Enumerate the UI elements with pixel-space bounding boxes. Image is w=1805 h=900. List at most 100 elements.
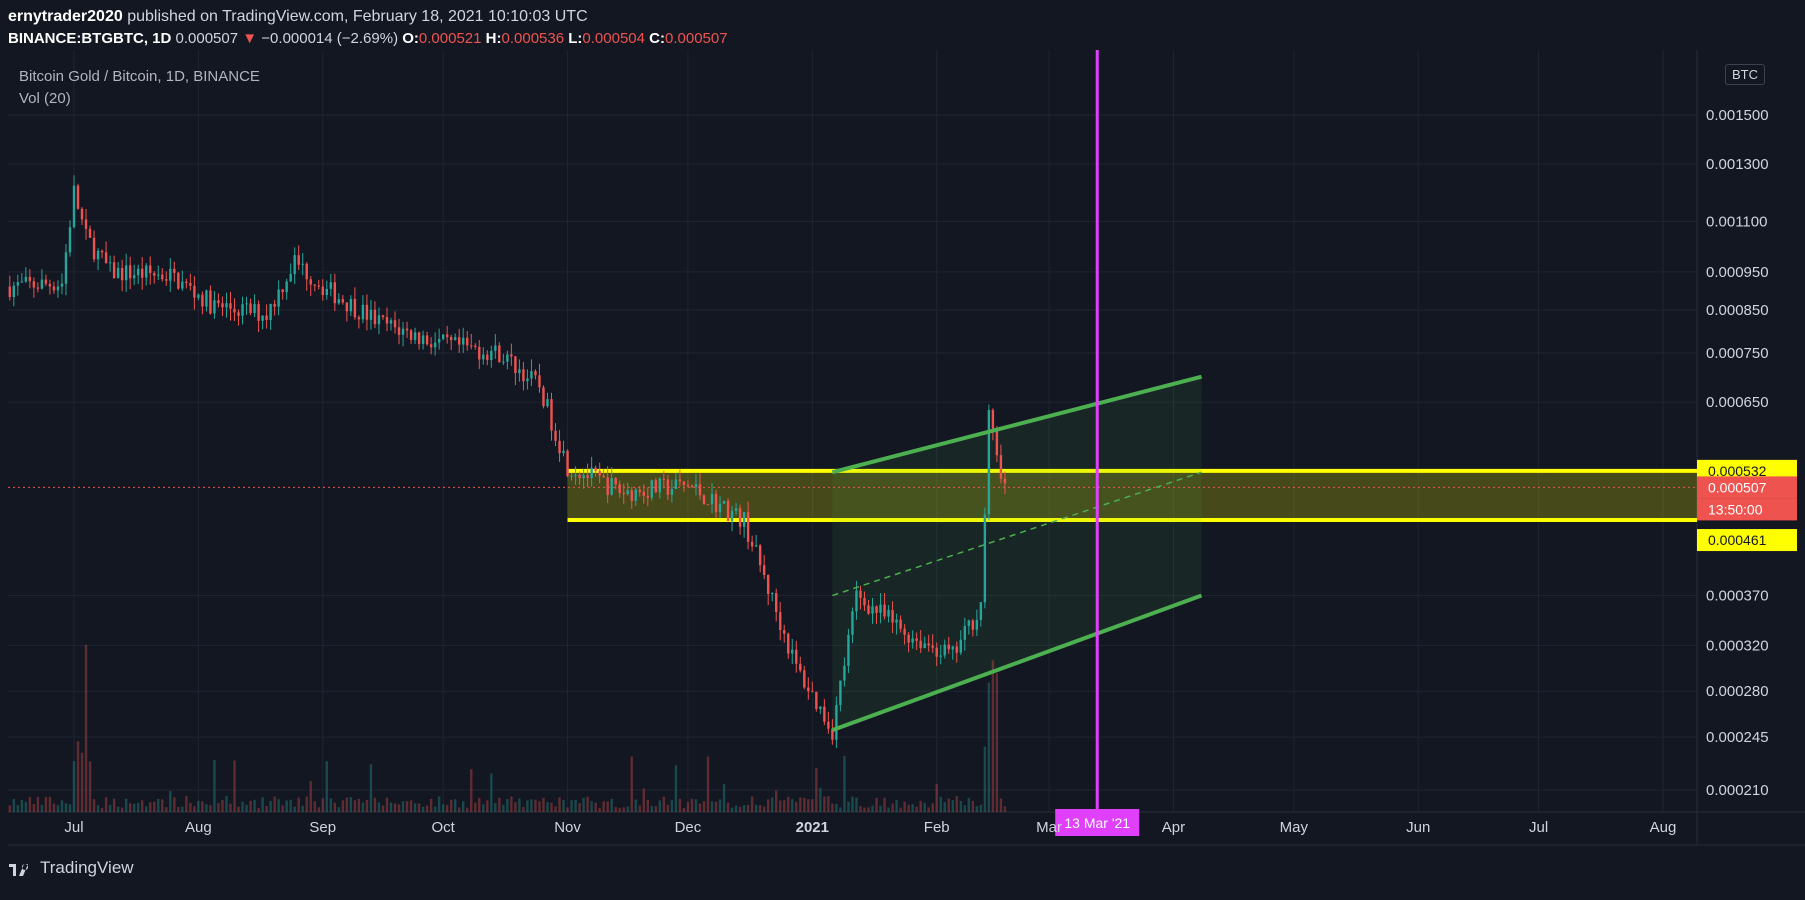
candle-body bbox=[297, 255, 300, 265]
candle-body bbox=[405, 328, 409, 331]
candle-body bbox=[582, 475, 585, 479]
candle-body bbox=[486, 354, 489, 361]
volume-bar bbox=[309, 780, 312, 812]
open-label: O: bbox=[402, 30, 419, 47]
candle-body bbox=[955, 646, 958, 653]
candle-body bbox=[606, 477, 609, 495]
volume-bar bbox=[819, 788, 822, 812]
candle-body bbox=[361, 304, 365, 320]
y-tick-label: 0.000245 bbox=[1706, 729, 1769, 746]
volume-bar bbox=[891, 803, 894, 812]
candle-body bbox=[875, 606, 878, 613]
volume-bar bbox=[157, 798, 160, 812]
volume-bar bbox=[84, 644, 88, 812]
candle-body bbox=[165, 279, 168, 281]
volume-bar bbox=[161, 799, 164, 812]
tradingview-brand[interactable]: TradingView bbox=[8, 858, 134, 878]
volume-bar bbox=[458, 807, 461, 812]
volume-bar bbox=[52, 803, 56, 812]
x-tick-label: 2021 bbox=[796, 819, 829, 836]
candle-body bbox=[365, 304, 369, 320]
x-tick-label: Oct bbox=[431, 819, 455, 836]
candle-body bbox=[714, 494, 718, 513]
candle-body bbox=[843, 665, 846, 681]
volume-bar bbox=[321, 798, 324, 812]
volume-bar bbox=[96, 805, 100, 812]
candle-body bbox=[574, 474, 577, 476]
candle-body bbox=[638, 489, 641, 492]
volume-bar bbox=[542, 797, 545, 812]
candle-body bbox=[526, 378, 529, 382]
volume-bar bbox=[730, 807, 734, 812]
volume-bar bbox=[409, 800, 413, 812]
volume-bar bbox=[758, 805, 762, 812]
candle-body bbox=[871, 606, 874, 614]
author-name[interactable]: ernytrader2020 bbox=[8, 8, 123, 25]
candle-body bbox=[137, 268, 140, 276]
volume-bar bbox=[213, 759, 216, 812]
candle-body bbox=[718, 503, 722, 513]
volume-bar bbox=[642, 788, 645, 812]
candle-body bbox=[8, 286, 11, 298]
candle-body bbox=[642, 491, 645, 496]
volume-bar bbox=[951, 800, 954, 812]
volume-bar bbox=[534, 799, 537, 812]
volume-bar bbox=[979, 804, 983, 812]
volume-bar bbox=[28, 797, 32, 812]
candle-body bbox=[124, 265, 128, 281]
volume-bar bbox=[674, 765, 678, 812]
price-label-bg-last bbox=[1697, 476, 1797, 499]
volume-bar bbox=[345, 797, 349, 812]
candle-body bbox=[646, 495, 650, 498]
volume-bar bbox=[389, 802, 393, 812]
y-tick-label: 0.001500 bbox=[1706, 107, 1769, 124]
down-arrow-icon: ▼ bbox=[242, 30, 258, 47]
candle-body bbox=[409, 330, 413, 340]
volume-bar bbox=[762, 806, 766, 812]
candle-body bbox=[245, 303, 248, 305]
volume-bar bbox=[169, 790, 172, 812]
volume-bar bbox=[401, 801, 405, 812]
volume-bar bbox=[839, 807, 842, 812]
volume-bar bbox=[249, 800, 252, 812]
candle-body bbox=[734, 508, 738, 511]
candle-body bbox=[831, 728, 834, 740]
volume-bar bbox=[718, 799, 722, 812]
volume-bar bbox=[221, 800, 224, 812]
volume-bar bbox=[714, 801, 718, 812]
volume-bar bbox=[899, 807, 902, 812]
candle-body bbox=[855, 590, 858, 612]
volume-bar bbox=[754, 804, 758, 812]
candle-body bbox=[935, 647, 938, 657]
volume-bar bbox=[847, 801, 850, 812]
volume-bar bbox=[646, 799, 650, 812]
currency-badge[interactable]: BTC bbox=[1725, 64, 1765, 85]
candle-body bbox=[742, 512, 746, 527]
price-label-countdown: 13:50:00 bbox=[1708, 501, 1763, 517]
volume-bar bbox=[12, 798, 16, 812]
candle-body bbox=[658, 478, 662, 493]
volume-bar bbox=[987, 682, 991, 812]
volume-bar bbox=[165, 807, 168, 812]
candle-body bbox=[221, 303, 224, 308]
candle-body bbox=[730, 510, 734, 521]
change-value: −0.000014 (−2.69%) bbox=[261, 30, 399, 47]
candle-body bbox=[229, 303, 232, 309]
candle-body bbox=[903, 628, 906, 635]
candle-body bbox=[149, 265, 152, 274]
volume-bar bbox=[907, 804, 910, 812]
volume-bar bbox=[606, 801, 609, 812]
candle-body bbox=[666, 479, 670, 495]
x-tick-label: Feb bbox=[924, 819, 950, 836]
candle-body bbox=[209, 290, 212, 314]
volume-bar bbox=[124, 798, 128, 812]
candle-body bbox=[225, 303, 228, 308]
volume-bar bbox=[341, 800, 345, 812]
candle-body bbox=[490, 350, 493, 361]
channel-upper-line bbox=[831, 374, 1203, 475]
candle-body bbox=[919, 640, 922, 649]
candle-body bbox=[999, 455, 1003, 479]
volume-bar bbox=[297, 797, 300, 812]
